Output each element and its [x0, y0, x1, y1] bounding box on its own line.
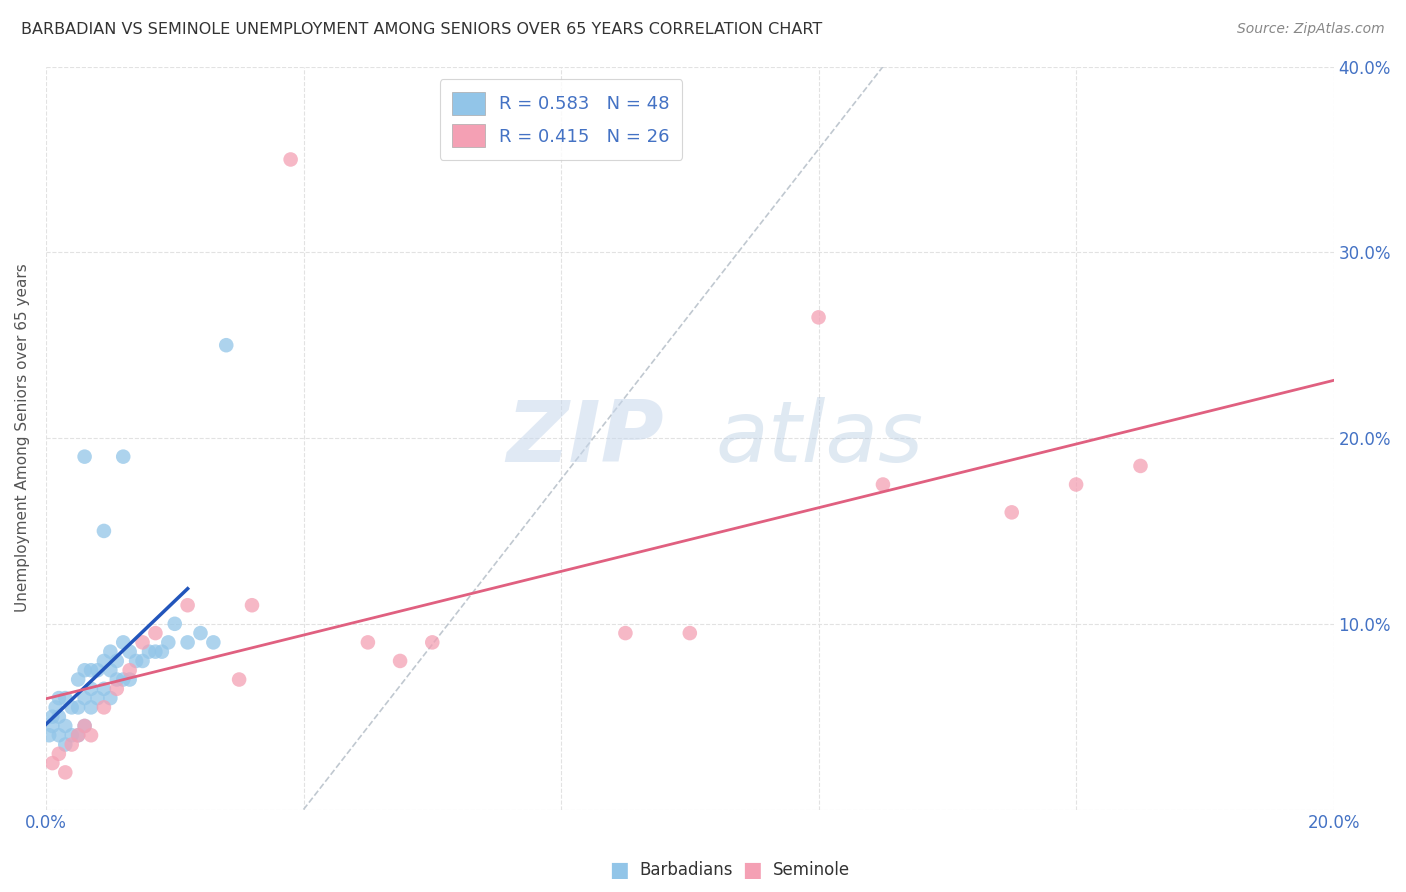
Point: [67, 673, 90, 687]
Point: [73, 663, 96, 677]
Point: [93, 681, 115, 696]
Point: [125, 654, 148, 668]
Point: [93, 524, 115, 538]
Point: [112, 673, 135, 687]
Point: [53, 691, 76, 706]
Point: [73, 691, 96, 706]
Point: [118, 663, 141, 677]
Point: [1129, 458, 1152, 473]
Point: [118, 673, 141, 687]
Text: atlas: atlas: [716, 397, 924, 480]
Point: [138, 645, 160, 659]
Point: [105, 654, 128, 668]
Point: [45, 700, 67, 714]
Point: [131, 635, 153, 649]
Point: [93, 700, 115, 714]
Point: [240, 599, 263, 613]
Point: [105, 673, 128, 687]
Point: [80, 728, 103, 742]
Text: ■: ■: [742, 860, 762, 880]
Point: [215, 338, 238, 352]
Point: [202, 635, 225, 649]
Point: [73, 719, 96, 733]
Point: [389, 654, 412, 668]
Point: [80, 681, 103, 696]
Point: [131, 654, 153, 668]
Point: [679, 626, 702, 640]
Point: [41, 756, 63, 770]
Point: [48, 747, 70, 761]
Text: Seminole: Seminole: [773, 861, 851, 879]
Point: [86, 691, 108, 706]
Point: [67, 728, 90, 742]
Point: [98, 645, 121, 659]
Point: [112, 635, 135, 649]
Point: [1001, 505, 1024, 519]
Text: BARBADIAN VS SEMINOLE UNEMPLOYMENT AMONG SENIORS OVER 65 YEARS CORRELATION CHART: BARBADIAN VS SEMINOLE UNEMPLOYMENT AMONG…: [21, 22, 823, 37]
Point: [420, 635, 443, 649]
Point: [53, 738, 76, 752]
Point: [145, 626, 167, 640]
Point: [67, 700, 90, 714]
Point: [98, 663, 121, 677]
Point: [157, 635, 180, 649]
Text: Barbadians: Barbadians: [640, 861, 734, 879]
Point: [93, 654, 115, 668]
Point: [807, 310, 830, 325]
Point: [228, 673, 250, 687]
Y-axis label: Unemployment Among Seniors over 65 years: Unemployment Among Seniors over 65 years: [15, 264, 30, 613]
Point: [98, 691, 121, 706]
Point: [53, 719, 76, 733]
Point: [357, 635, 380, 649]
Point: [60, 700, 83, 714]
Point: [41, 709, 63, 723]
Point: [60, 728, 83, 742]
Point: [280, 153, 302, 167]
Point: [48, 691, 70, 706]
Text: ■: ■: [609, 860, 628, 880]
Point: [73, 450, 96, 464]
Point: [163, 616, 186, 631]
Point: [176, 599, 198, 613]
Point: [145, 645, 167, 659]
Point: [1064, 477, 1087, 491]
Point: [48, 728, 70, 742]
Point: [872, 477, 894, 491]
Text: ZIP: ZIP: [506, 397, 664, 480]
Point: [80, 700, 103, 714]
Point: [53, 765, 76, 780]
Point: [86, 663, 108, 677]
Point: [105, 681, 128, 696]
Legend: R = 0.583   N = 48, R = 0.415   N = 26: R = 0.583 N = 48, R = 0.415 N = 26: [440, 79, 682, 160]
Point: [176, 635, 198, 649]
Point: [190, 626, 212, 640]
Point: [614, 626, 637, 640]
Point: [150, 645, 173, 659]
Point: [38, 728, 60, 742]
Point: [112, 450, 135, 464]
Point: [67, 728, 90, 742]
Point: [41, 719, 63, 733]
Point: [48, 709, 70, 723]
Point: [80, 663, 103, 677]
Text: Source: ZipAtlas.com: Source: ZipAtlas.com: [1237, 22, 1385, 37]
Point: [73, 719, 96, 733]
Point: [60, 738, 83, 752]
Point: [118, 645, 141, 659]
